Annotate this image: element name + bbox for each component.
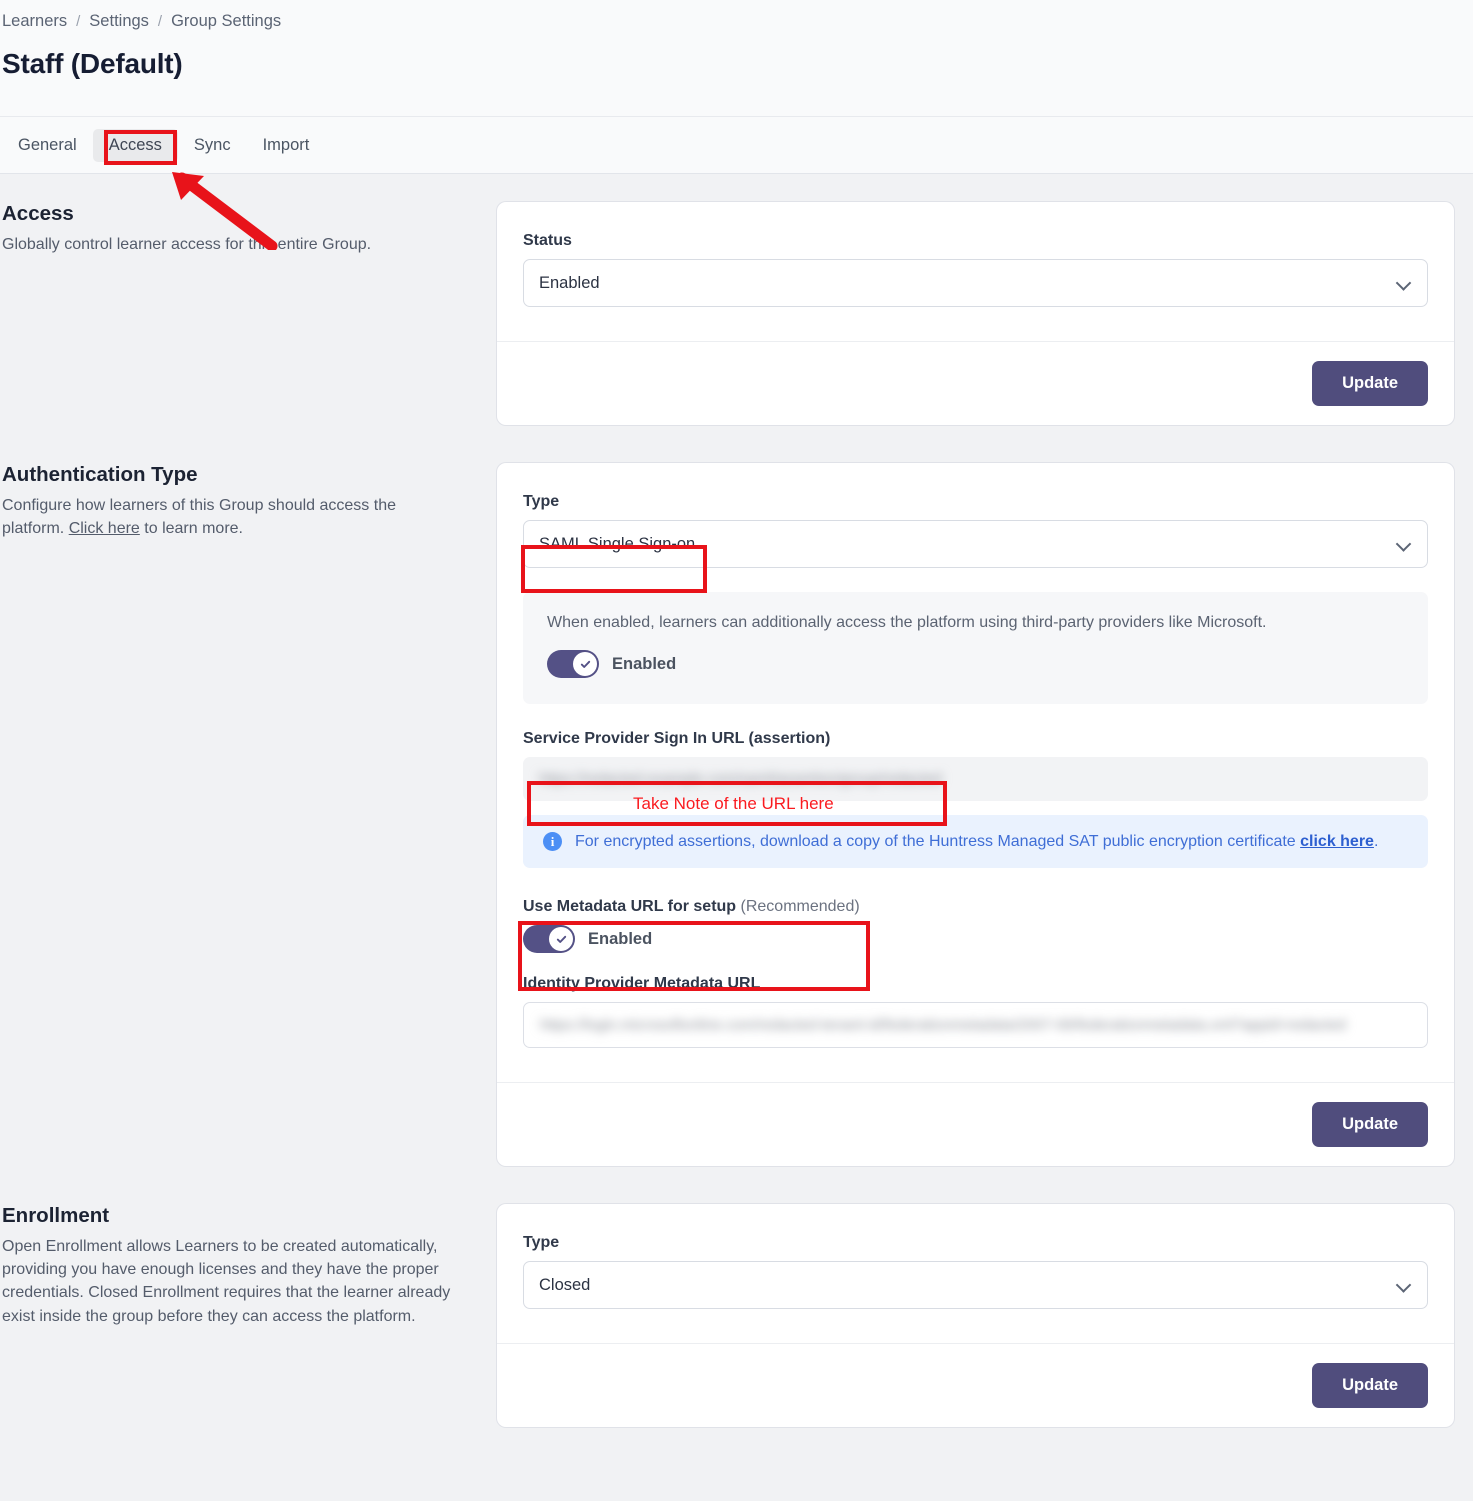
idp-metadata-url-label: Identity Provider Metadata URL (523, 975, 761, 992)
info-icon: i (543, 832, 562, 851)
authentication-card: Type SAML Single Sign-on When enabled, l… (497, 463, 1454, 1166)
enrollment-section-title: Enrollment (2, 1204, 110, 1227)
enrollment-description-column: Enrollment Open Enrollment allows Learne… (0, 1204, 497, 1328)
tab-import[interactable]: Import (262, 135, 310, 154)
enrollment-update-button[interactable]: Update (1312, 1363, 1428, 1408)
access-card-column: Status Enabled Update (497, 202, 1473, 425)
auth-type-select[interactable]: SAML Single Sign-on (523, 520, 1428, 568)
access-card-footer: Update (497, 341, 1454, 425)
authentication-card-footer: Update (497, 1082, 1454, 1166)
tab-bar: General Access Sync Import (0, 116, 1473, 174)
breadcrumb-item-learners[interactable]: Learners (2, 11, 68, 30)
metadata-toggle-state-label: Enabled (588, 929, 653, 948)
auth-learn-more-link[interactable]: Click here (68, 520, 140, 538)
section-authentication-type: Authentication Type Configure how learne… (0, 425, 1473, 1166)
content-area: Access Globally control learner access f… (0, 174, 1473, 1427)
authentication-update-button[interactable]: Update (1312, 1102, 1428, 1147)
breadcrumb: Learners / Settings / Group Settings (0, 8, 1473, 34)
encryption-certificate-banner: i For encrypted assertions, download a c… (523, 815, 1428, 868)
certificate-download-link[interactable]: click here (1300, 832, 1374, 850)
sp-url-value: https://redacted.example.com/saml/assert… (539, 770, 942, 788)
status-select-value: Enabled (539, 273, 600, 292)
breadcrumb-separator: / (157, 12, 163, 30)
tab-access[interactable]: Access (92, 128, 178, 162)
page-title: Staff (Default) (2, 48, 183, 79)
access-section-description: Globally control learner access for this… (2, 236, 372, 253)
banner-text: For encrypted assertions, download a cop… (575, 832, 1301, 850)
auth-desc-part1: Configure how learners of this Group sho… (2, 497, 396, 538)
section-access: Access Globally control learner access f… (0, 174, 1473, 425)
access-description-column: Access Globally control learner access f… (0, 202, 497, 256)
toggle-knob (549, 927, 573, 951)
third-party-providers-text: When enabled, learners can additionally … (547, 614, 1267, 631)
authentication-section-title: Authentication Type (2, 463, 198, 486)
enrollment-card-body: Type Closed (497, 1204, 1454, 1343)
enrollment-card-column: Type Closed Update (497, 1204, 1473, 1427)
encryption-certificate-text: For encrypted assertions, download a cop… (575, 833, 1378, 851)
chevron-down-icon (1398, 538, 1411, 551)
third-party-toggle-label: Enabled (612, 654, 677, 673)
tab-sync[interactable]: Sync (193, 135, 231, 154)
auth-type-label: Type (523, 493, 560, 510)
breadcrumb-item-settings[interactable]: Settings (89, 11, 149, 30)
sp-url-input[interactable]: https://redacted.example.com/saml/assert… (523, 757, 1428, 801)
breadcrumb-item-group-settings[interactable]: Group Settings (171, 11, 282, 30)
access-card: Status Enabled Update (497, 202, 1454, 425)
access-update-button[interactable]: Update (1312, 361, 1428, 406)
auth-desc-part2: to learn more. (139, 520, 243, 538)
authentication-card-body: Type SAML Single Sign-on When enabled, l… (497, 463, 1454, 1082)
section-enrollment: Enrollment Open Enrollment allows Learne… (0, 1166, 1473, 1427)
enrollment-card: Type Closed Update (497, 1204, 1454, 1427)
sp-url-label: Service Provider Sign In URL (assertion) (523, 730, 831, 747)
banner-suffix: . (1373, 832, 1379, 850)
metadata-toggle-row: Enabled (523, 925, 1428, 953)
enrollment-section-description: Open Enrollment allows Learners to be cr… (2, 1238, 451, 1325)
chevron-down-icon (1398, 1279, 1411, 1292)
idp-metadata-url-input[interactable]: https://login.microsoftonline.com/redact… (523, 1002, 1428, 1048)
third-party-toggle-row: Enabled (547, 650, 1404, 678)
metadata-label-strong: Use Metadata URL for setup (523, 898, 737, 915)
metadata-toggle-group: Use Metadata URL for setup (Recommended) (523, 898, 1428, 953)
access-card-body: Status Enabled (497, 202, 1454, 341)
enrollment-type-select-value: Closed (539, 1275, 591, 1294)
chevron-down-icon (1398, 277, 1411, 290)
metadata-url-toggle-label: Use Metadata URL for setup (Recommended) (523, 898, 1428, 916)
authentication-section-description: Configure how learners of this Group sho… (2, 494, 461, 540)
access-section-title: Access (2, 202, 74, 225)
authentication-description-column: Authentication Type Configure how learne… (0, 463, 497, 540)
enrollment-card-footer: Update (497, 1343, 1454, 1427)
page-header: Learners / Settings / Group Settings Sta… (0, 0, 1473, 116)
status-select[interactable]: Enabled (523, 259, 1428, 307)
enrollment-type-label: Type (523, 1234, 560, 1251)
auth-type-select-value: SAML Single Sign-on (539, 534, 696, 553)
authentication-card-column: Type SAML Single Sign-on When enabled, l… (497, 463, 1473, 1166)
breadcrumb-separator: / (76, 12, 81, 30)
toggle-knob (573, 652, 597, 676)
enrollment-type-select[interactable]: Closed (523, 1261, 1428, 1309)
check-icon (556, 935, 566, 943)
sp-url-group: Service Provider Sign In URL (assertion)… (523, 730, 1428, 801)
idp-metadata-url-value: https://login.microsoftonline.com/redact… (540, 1016, 1346, 1034)
check-icon (580, 660, 590, 668)
third-party-providers-toggle[interactable] (547, 650, 599, 678)
tab-general[interactable]: General (18, 135, 77, 154)
status-label: Status (523, 232, 572, 249)
metadata-url-toggle[interactable] (523, 925, 575, 953)
metadata-label-muted: (Recommended) (736, 898, 860, 915)
third-party-providers-panel: When enabled, learners can additionally … (523, 592, 1428, 704)
idp-metadata-group: Identity Provider Metadata URL https://l… (523, 975, 1428, 1048)
